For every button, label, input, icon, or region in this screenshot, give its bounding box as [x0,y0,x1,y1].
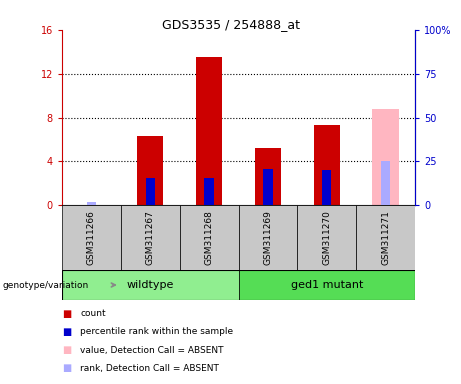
Text: ged1 mutant: ged1 mutant [290,280,363,290]
Bar [137,136,164,205]
Text: GSM311267: GSM311267 [146,210,155,265]
Text: ■: ■ [62,309,71,319]
Text: GDS3535 / 254888_at: GDS3535 / 254888_at [161,18,300,31]
FancyArrowPatch shape [111,283,115,287]
Bar [356,205,415,270]
Text: GSM311268: GSM311268 [205,210,213,265]
Text: GSM311266: GSM311266 [87,210,96,265]
Bar [196,57,222,205]
Text: GSM311271: GSM311271 [381,210,390,265]
Text: GSM311270: GSM311270 [322,210,331,265]
Text: ■: ■ [62,345,71,355]
Bar [313,125,340,205]
Bar [121,205,180,270]
Text: ■: ■ [62,363,71,373]
Text: GSM311269: GSM311269 [263,210,272,265]
Bar [381,161,390,205]
Bar [62,270,238,300]
Bar [204,178,214,205]
Text: wildtype: wildtype [127,280,174,290]
Bar [146,178,155,205]
Bar [238,270,415,300]
Text: ■: ■ [62,327,71,337]
Bar [238,205,297,270]
Bar [254,148,281,205]
Text: rank, Detection Call = ABSENT: rank, Detection Call = ABSENT [80,364,219,372]
Bar [372,109,399,205]
Bar [322,170,331,205]
Bar [297,205,356,270]
Bar [87,202,96,205]
Text: percentile rank within the sample: percentile rank within the sample [80,328,234,336]
Text: genotype/variation: genotype/variation [2,280,88,290]
Text: value, Detection Call = ABSENT: value, Detection Call = ABSENT [80,346,224,354]
Text: count: count [80,310,106,318]
Bar [263,169,272,205]
Bar [62,205,121,270]
Bar [180,205,238,270]
